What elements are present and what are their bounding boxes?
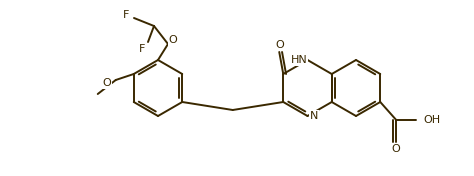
Text: HN: HN xyxy=(291,55,308,65)
Text: O: O xyxy=(275,40,283,50)
Text: O: O xyxy=(169,35,177,45)
Text: OH: OH xyxy=(423,115,440,125)
Text: O: O xyxy=(392,144,401,154)
Text: N: N xyxy=(310,111,318,121)
Text: F: F xyxy=(138,44,145,54)
Text: F: F xyxy=(123,10,129,20)
Text: O: O xyxy=(102,78,111,88)
